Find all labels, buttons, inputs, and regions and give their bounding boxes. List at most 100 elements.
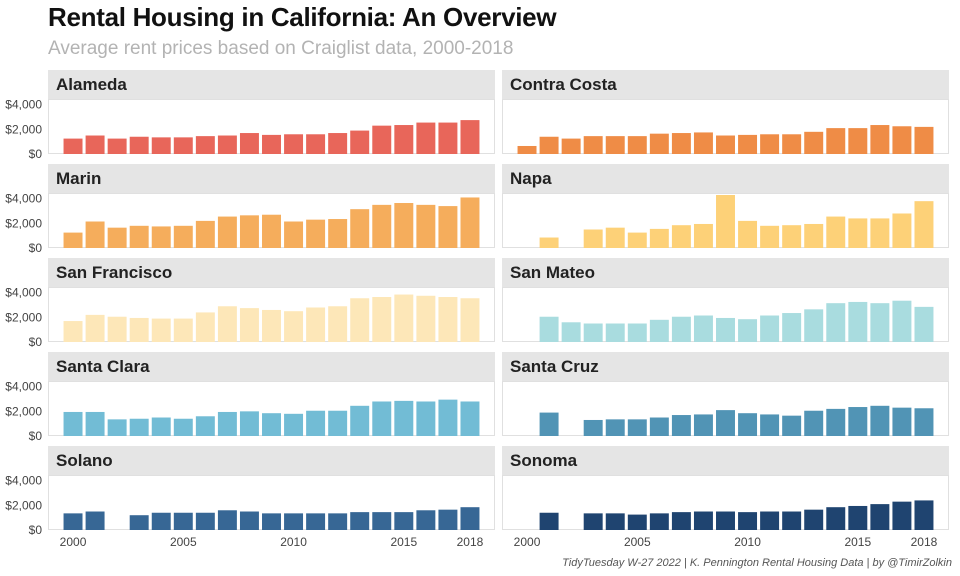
bar <box>561 138 581 154</box>
facet-strip-label: San Francisco <box>56 263 172 282</box>
bar <box>892 213 912 248</box>
bar <box>394 512 414 530</box>
bar <box>217 135 237 154</box>
bar <box>649 133 669 154</box>
bar <box>63 138 83 154</box>
bar <box>306 219 326 248</box>
bar <box>716 410 735 436</box>
x-tick-label: 2005 <box>624 535 651 549</box>
bar <box>85 411 105 436</box>
facet-panel: Alameda $0 $2,000 $4,000 <box>5 70 495 161</box>
bar <box>870 218 890 248</box>
facet-panel: San Francisco $0 $2,000 $4,000 <box>5 258 495 349</box>
facet-panel: Marin $0 $2,000 $4,000 <box>5 164 495 255</box>
bar <box>107 227 127 248</box>
bar <box>561 322 581 342</box>
bar <box>649 417 669 436</box>
bar <box>738 134 758 154</box>
bar <box>195 220 215 248</box>
bar <box>306 307 326 342</box>
y-tick-label: $2,000 <box>5 122 42 136</box>
bar <box>914 126 934 154</box>
bar <box>284 221 304 248</box>
bar <box>671 512 691 530</box>
bar <box>416 204 436 248</box>
facet-panel: San Mateo <box>502 258 949 342</box>
bar <box>151 226 171 248</box>
facet-panel: Santa Cruz <box>502 352 949 436</box>
bar <box>372 297 392 342</box>
facet-strip-label: Santa Cruz <box>510 357 599 376</box>
bar <box>394 203 414 248</box>
bar <box>826 216 846 248</box>
bar <box>217 411 237 436</box>
bar <box>693 315 713 342</box>
bar <box>671 316 691 342</box>
bar <box>460 197 480 248</box>
facet-strip <box>502 258 949 287</box>
bar <box>605 136 625 154</box>
bar <box>693 414 713 436</box>
bar <box>848 505 868 530</box>
bar <box>63 321 83 342</box>
facet-strip <box>48 164 495 193</box>
chart-title: Rental Housing in California: An Overvie… <box>48 2 557 32</box>
bar <box>760 315 780 342</box>
y-tick-label: $4,000 <box>5 380 42 394</box>
bar <box>239 511 259 530</box>
x-tick-label: 2018 <box>457 535 484 549</box>
y-tick-label: $0 <box>29 335 43 349</box>
y-tick-label: $0 <box>29 147 43 161</box>
bar <box>804 509 824 530</box>
bar <box>914 500 934 530</box>
bar <box>438 509 458 530</box>
bar <box>716 135 735 154</box>
chart-caption: TidyTuesday W-27 2022 | K. Pennington Re… <box>562 557 952 569</box>
bar <box>129 225 149 248</box>
bar <box>63 513 83 530</box>
bar <box>394 400 414 436</box>
bar <box>914 408 934 436</box>
bar <box>826 303 846 342</box>
bar <box>438 122 458 154</box>
facet-strip-label: Solano <box>56 451 113 470</box>
bar <box>539 237 559 248</box>
bar <box>716 195 735 248</box>
bar <box>284 311 304 342</box>
bar <box>328 410 348 436</box>
bar <box>306 410 326 436</box>
bar <box>782 313 802 342</box>
bar <box>870 125 890 154</box>
bar <box>671 225 691 248</box>
bar <box>372 204 392 248</box>
bar <box>129 136 149 154</box>
bar <box>460 120 480 154</box>
x-tick-label: 2015 <box>390 535 417 549</box>
bar <box>350 512 370 530</box>
y-tick-label: $4,000 <box>5 98 42 112</box>
bar <box>892 501 912 530</box>
bar <box>217 216 237 248</box>
bar <box>129 515 149 530</box>
bar <box>671 415 691 436</box>
bar <box>284 413 304 436</box>
bar <box>151 417 171 436</box>
y-tick-label: $0 <box>29 523 43 537</box>
bar <box>583 323 603 342</box>
bar <box>129 317 149 342</box>
bar <box>738 220 758 248</box>
bar <box>328 133 348 154</box>
bar <box>63 411 83 436</box>
bar <box>195 512 215 530</box>
bar <box>460 298 480 342</box>
bar <box>107 419 127 436</box>
bar <box>262 214 281 248</box>
bar <box>85 511 105 530</box>
y-tick-label: $0 <box>29 429 43 443</box>
x-tick-label: 2000 <box>514 535 541 549</box>
bar <box>627 514 647 530</box>
bar <box>738 413 758 436</box>
bar <box>760 225 780 248</box>
bar <box>782 511 802 530</box>
bar <box>85 314 105 342</box>
